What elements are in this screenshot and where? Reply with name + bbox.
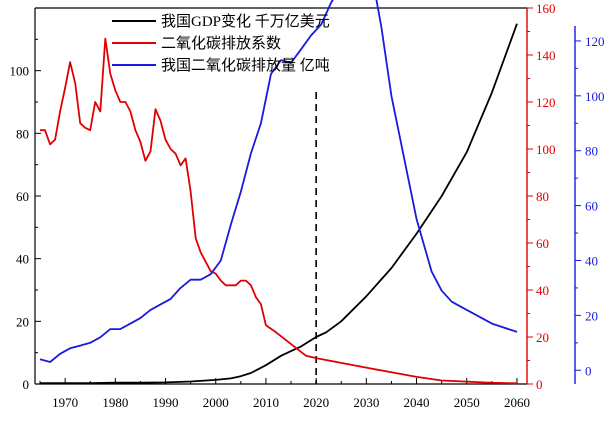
blue-tick-label: 120 [585, 34, 605, 49]
x-tick-label: 1990 [153, 395, 179, 410]
red-tick-label: 160 [536, 1, 556, 16]
x-tick-label: 2020 [303, 395, 329, 410]
legend-item-gdp: 我国GDP变化 千万亿美元 [112, 13, 330, 30]
legend-item-co2-emissions: 我国二氧化碳排放量 亿吨 [112, 57, 330, 74]
legend-label: 我国GDP变化 千万亿美元 [161, 13, 330, 30]
x-tick-label: 2010 [253, 395, 279, 410]
red-tick-label: 80 [536, 189, 549, 204]
red-tick-label: 60 [536, 236, 549, 251]
x-tick-label: 2060 [504, 395, 530, 410]
red-tick-label: 40 [536, 283, 549, 298]
co2-coefficient-series-line [40, 37, 518, 385]
blue-tick-label: 20 [585, 308, 598, 323]
x-tick-label: 2030 [353, 395, 379, 410]
legend-item-co2-coefficient: 二氧化碳排放系数 [112, 35, 281, 52]
gdp-series-line [40, 23, 518, 385]
red-tick-label: 120 [536, 95, 556, 110]
legend-label: 二氧化碳排放系数 [161, 35, 281, 52]
x-tick-label: 2040 [404, 395, 430, 410]
x-tick-label: 2000 [203, 395, 229, 410]
co2-emissions-series-line [39, 0, 518, 363]
red-tick-label: 0 [536, 377, 543, 392]
blue-tick-label: 80 [585, 144, 598, 159]
blue-tick-label: 40 [585, 253, 598, 268]
blue-tick-label: 60 [585, 199, 598, 214]
left-tick-label: 80 [16, 126, 29, 141]
series-layer [39, 0, 518, 385]
left-tick-label: 100 [10, 64, 30, 79]
red-tick-label: 140 [536, 48, 556, 63]
left-tick-label: 60 [16, 189, 29, 204]
left-tick-label: 0 [23, 377, 30, 392]
red-tick-label: 20 [536, 330, 549, 345]
x-tick-label: 2050 [454, 395, 480, 410]
left-tick-label: 20 [16, 314, 29, 329]
red-tick-label: 100 [536, 142, 556, 157]
legend-label: 我国二氧化碳排放量 亿吨 [161, 57, 330, 74]
x-tick-label: 1970 [52, 395, 78, 410]
x-tick-label: 1980 [102, 395, 128, 410]
axes-layer: 1970 1980 1990 2000 2010 2020 2030 2040 2050 2060… [10, 1, 605, 410]
left-tick-label: 40 [16, 252, 29, 267]
blue-tick-label: 100 [585, 89, 605, 104]
blue-tick-label: 0 [585, 363, 592, 378]
